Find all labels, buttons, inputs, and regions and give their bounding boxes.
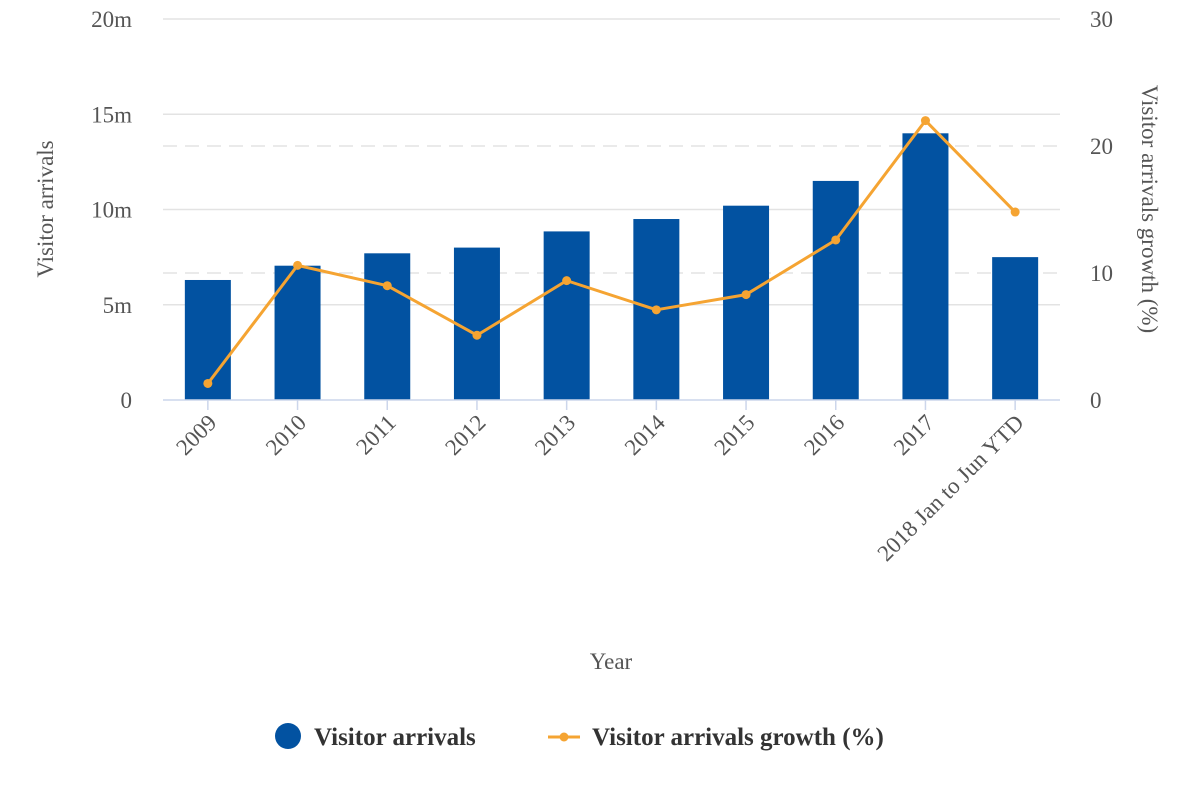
legend: Visitor arrivals Visitor arrivals growth… [275, 723, 884, 751]
bar [274, 265, 321, 400]
growth-point [1010, 207, 1020, 217]
x-axis-ticks [207, 400, 1016, 410]
x-axis-title: Year [590, 649, 633, 674]
bar [902, 133, 949, 401]
left-tick-label: 10m [91, 198, 132, 223]
growth-point [651, 305, 661, 315]
legend-bar-swatch [275, 723, 301, 749]
left-axis-title: Visitor arrivals [33, 140, 58, 277]
left-tick-label: 5m [103, 293, 133, 318]
growth-point [920, 116, 930, 126]
growth-point [293, 260, 303, 270]
bar [812, 180, 859, 400]
x-tick-label: 2017 [889, 410, 939, 460]
growth-point [472, 330, 482, 340]
right-tick-label: 10 [1090, 261, 1113, 286]
right-gridlines [163, 145, 1060, 274]
growth-point [741, 290, 751, 300]
x-tick-label: 2009 [171, 410, 221, 460]
right-tick-label: 30 [1090, 7, 1113, 32]
left-axis-labels: 0 5m 10m 15m 20m [91, 7, 132, 413]
growth-point [203, 378, 213, 388]
bar-series [184, 133, 1039, 401]
right-tick-label: 0 [1090, 388, 1102, 413]
growth-point [562, 276, 572, 286]
growth-point [831, 235, 841, 245]
x-tick-label: 2010 [261, 410, 311, 460]
legend-label-visitor-arrivals-growth: Visitor arrivals growth (%) [592, 724, 884, 751]
x-axis-labels: 2009 2010 2011 2012 2013 2014 2015 2016 20172018… [171, 410, 1029, 567]
left-tick-label: 0 [121, 388, 133, 413]
bar [453, 247, 500, 400]
growth-point [382, 281, 392, 291]
x-tick-label: 2016 [799, 410, 849, 460]
left-tick-label: 15m [91, 102, 132, 127]
growth-line [206, 119, 1017, 385]
legend-item-visitor-arrivals-growth[interactable]: Visitor arrivals growth (%) [548, 724, 884, 751]
right-axis-title: Visitor arrivals growth (%) [1137, 85, 1162, 333]
x-tick-label: 2015 [709, 410, 759, 460]
legend-item-visitor-arrivals[interactable]: Visitor arrivals [275, 723, 476, 751]
bar [543, 231, 590, 400]
bar [992, 257, 1039, 400]
x-tick-label: 2011 [351, 410, 401, 460]
bar [723, 205, 770, 400]
legend-line-marker [559, 732, 569, 742]
right-axis-labels: 0 10 20 30 [1090, 7, 1113, 413]
left-tick-label: 20m [91, 7, 132, 32]
line-series [203, 116, 1020, 388]
x-tick-label: 2018 Jan to Jun YTD [872, 410, 1028, 566]
bar [364, 253, 411, 400]
x-tick-label: 2013 [530, 410, 580, 460]
right-tick-label: 20 [1090, 134, 1113, 159]
x-tick-label: 2014 [620, 410, 671, 461]
x-tick-label: 2012 [440, 410, 490, 460]
legend-label-visitor-arrivals: Visitor arrivals [314, 724, 476, 751]
